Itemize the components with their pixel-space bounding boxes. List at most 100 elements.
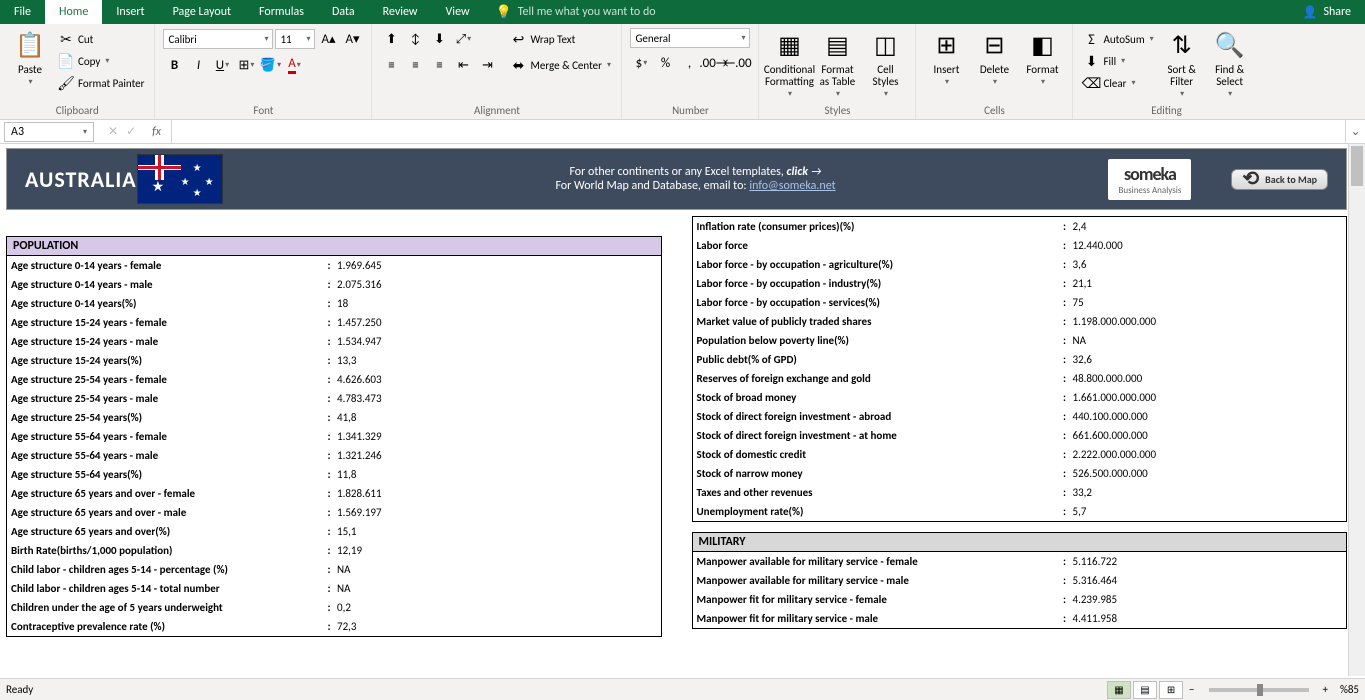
- row-value: 1.457.250: [337, 316, 657, 329]
- accounting-format-button[interactable]: $▾: [630, 52, 652, 74]
- wrap-text-button[interactable]: ↩Wrap Text: [508, 28, 613, 50]
- paste-button[interactable]: 📋 Paste ▾: [8, 28, 52, 90]
- tab-data[interactable]: Data: [318, 0, 369, 24]
- font-color-button[interactable]: A▾: [283, 54, 305, 76]
- tell-me[interactable]: 💡 Tell me what you want to do: [496, 5, 656, 20]
- decrease-decimal-button[interactable]: ←.00: [726, 52, 748, 74]
- row-label: Age structure 65 years and over - female: [11, 487, 321, 500]
- clear-button[interactable]: ⌫Clear▾: [1081, 72, 1155, 94]
- align-center-button[interactable]: ≡: [404, 54, 426, 76]
- format-as-table-button[interactable]: ▤Format as Table▾: [815, 28, 859, 102]
- table-row: Age structure 25-54 years - male:4.783.4…: [7, 389, 661, 408]
- cell-styles-button[interactable]: ◫Cell Styles▾: [863, 28, 907, 102]
- percent-format-button[interactable]: %: [654, 52, 676, 74]
- row-colon: :: [321, 620, 337, 633]
- row-label: Population below poverty line(%): [697, 334, 1057, 347]
- expand-formula-bar[interactable]: ⌄: [1345, 120, 1365, 144]
- font-size-select[interactable]: 11▾: [275, 29, 315, 49]
- row-value: 21,1: [1073, 277, 1343, 290]
- merge-center-button[interactable]: ⬌Merge & Center▾: [508, 54, 613, 76]
- align-left-button[interactable]: ≡: [380, 54, 402, 76]
- row-value: 41,8: [337, 411, 657, 424]
- autosum-button[interactable]: ΣAutoSum▾: [1081, 28, 1155, 50]
- orientation-button[interactable]: ⤢▾: [452, 28, 474, 50]
- table-row: Market value of publicly traded shares:1…: [693, 312, 1347, 331]
- ribbon: 📋 Paste ▾ ✂Cut 📄Copy▾ 🖌Format Painter Cl…: [0, 24, 1365, 120]
- insert-cells-button[interactable]: ⊞Insert▾: [924, 28, 968, 90]
- back-to-map-button[interactable]: ⟲ Back to Map: [1231, 169, 1328, 190]
- italic-button[interactable]: I: [187, 54, 209, 76]
- cut-label: Cut: [78, 33, 93, 46]
- page-break-view-button[interactable]: ⊞: [1159, 681, 1183, 699]
- table-row: Labor force:12.440.000: [693, 236, 1347, 255]
- delete-cells-button[interactable]: ⊟Delete▾: [972, 28, 1016, 90]
- conditional-formatting-button[interactable]: ▦Conditional Formatting▾: [767, 28, 811, 102]
- comma-format-button[interactable]: ,: [678, 52, 700, 74]
- fill-button[interactable]: ⬇Fill▾: [1081, 50, 1155, 72]
- number-format-select[interactable]: General▾: [630, 28, 750, 48]
- table-row: Age structure 0-14 years(%):18: [7, 294, 661, 313]
- decrease-indent-button[interactable]: ⇤: [452, 54, 474, 76]
- fx-icon[interactable]: fx: [144, 125, 161, 139]
- sort-filter-button[interactable]: ⇅Sort & Filter▾: [1160, 28, 1204, 102]
- row-value: 1.969.645: [337, 259, 657, 272]
- population-data: Age structure 0-14 years - female:1.969.…: [6, 256, 662, 637]
- zoom-value[interactable]: %85: [1334, 683, 1359, 696]
- formula-input[interactable]: [172, 122, 1345, 142]
- row-label: Age structure 65 years and over(%): [11, 525, 321, 538]
- tab-view[interactable]: View: [432, 0, 484, 24]
- tab-page-layout[interactable]: Page Layout: [159, 0, 245, 24]
- table-row: Stock of domestic credit:2.222.000.000.0…: [693, 445, 1347, 464]
- normal-view-button[interactable]: ▦: [1107, 681, 1131, 699]
- bold-button[interactable]: B: [163, 54, 185, 76]
- format-painter-button[interactable]: 🖌Format Painter: [56, 72, 146, 94]
- row-value: 5.116.722: [1073, 555, 1343, 568]
- row-colon: :: [1057, 391, 1073, 404]
- row-colon: :: [1057, 277, 1073, 290]
- tab-formulas[interactable]: Formulas: [245, 0, 318, 24]
- align-top-button[interactable]: ⬆: [380, 28, 402, 50]
- font-size-value: 11: [280, 33, 291, 46]
- share-button[interactable]: 👤 Share: [1288, 5, 1365, 20]
- row-value: 2,4: [1073, 220, 1343, 233]
- cut-button[interactable]: ✂Cut: [56, 28, 146, 50]
- underline-button[interactable]: U▾: [211, 54, 233, 76]
- header-line2a: For World Map and Database, email to:: [555, 179, 746, 193]
- borders-button[interactable]: ⊞▾: [235, 54, 257, 76]
- align-bottom-button[interactable]: ⬇: [428, 28, 450, 50]
- font-name-select[interactable]: Calibri▾: [163, 29, 273, 49]
- zoom-out-button[interactable]: −: [1185, 683, 1198, 696]
- tab-review[interactable]: Review: [369, 0, 432, 24]
- tab-file[interactable]: File: [0, 0, 45, 24]
- tab-home[interactable]: Home: [45, 0, 102, 24]
- fill-color-button[interactable]: 🪣▾: [259, 54, 281, 76]
- worksheet-area[interactable]: AUSTRALIA ★ ★ ★ ★ ★ For other continents…: [0, 144, 1365, 676]
- decrease-font-button[interactable]: A▾: [341, 28, 363, 50]
- name-box[interactable]: A3▾: [4, 122, 94, 142]
- click-link[interactable]: click: [787, 165, 809, 179]
- scroll-thumb[interactable]: [1351, 146, 1363, 186]
- row-colon: :: [321, 411, 337, 424]
- increase-indent-button[interactable]: ⇥: [476, 54, 498, 76]
- formula-bar: A3▾ ✕ ✓ fx ⌄: [0, 120, 1365, 144]
- zoom-slider[interactable]: [1209, 688, 1309, 692]
- find-select-button[interactable]: 🔍Find & Select▾: [1208, 28, 1252, 102]
- cancel-formula-icon[interactable]: ✕: [108, 124, 118, 139]
- tell-me-label: Tell me what you want to do: [518, 5, 656, 19]
- increase-decimal-button[interactable]: .00→: [702, 52, 724, 74]
- vertical-scrollbar[interactable]: [1348, 144, 1365, 676]
- page-layout-view-button[interactable]: ▤: [1133, 681, 1157, 699]
- tab-insert[interactable]: Insert: [102, 0, 158, 24]
- format-cells-button[interactable]: ◧Format▾: [1020, 28, 1064, 90]
- row-colon: :: [321, 544, 337, 557]
- increase-font-button[interactable]: A▴: [317, 28, 339, 50]
- row-value: 0,2: [337, 601, 657, 614]
- email-link[interactable]: info@someka.net: [749, 179, 835, 193]
- row-colon: :: [1057, 448, 1073, 461]
- enter-formula-icon[interactable]: ✓: [126, 124, 136, 139]
- zoom-in-button[interactable]: +: [1319, 683, 1332, 696]
- align-middle-button[interactable]: ↕: [404, 28, 426, 50]
- copy-button[interactable]: 📄Copy▾: [56, 50, 146, 72]
- ribbon-tabs: File Home Insert Page Layout Formulas Da…: [0, 0, 484, 24]
- align-right-button[interactable]: ≡: [428, 54, 450, 76]
